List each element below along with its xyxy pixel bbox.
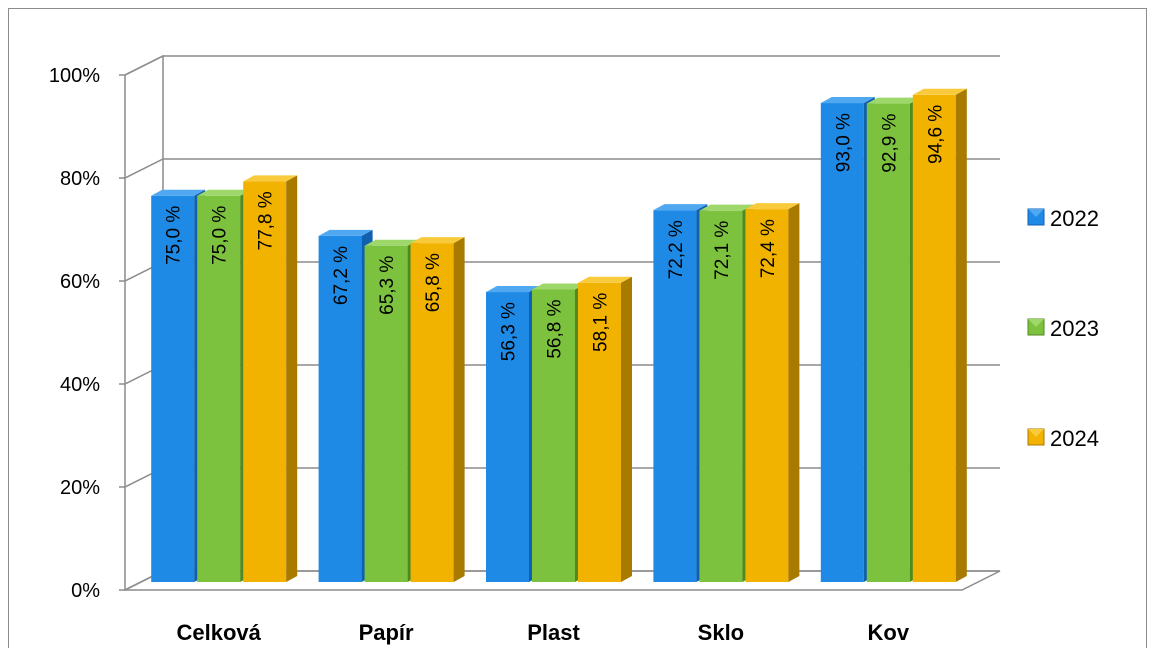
bar-2022-4: 93,0 %	[820, 97, 875, 583]
bar-top	[243, 175, 298, 182]
data-label: 75,0 %	[210, 206, 231, 265]
bar-side	[955, 88, 967, 582]
bar-2024-1: 65,8 %	[410, 237, 465, 582]
bar-front	[653, 210, 697, 583]
bar-2022-1: 67,2 %	[318, 229, 373, 583]
bar-front	[410, 243, 454, 582]
bar-top	[578, 276, 632, 283]
bar-top	[699, 204, 754, 211]
data-label: 92,9 %	[879, 113, 900, 172]
bar-top	[745, 203, 800, 210]
bar-front	[151, 195, 195, 582]
bar-front	[243, 181, 287, 582]
bar-top	[151, 189, 206, 196]
bar-front	[699, 210, 743, 582]
data-label: 72,1 %	[712, 221, 733, 280]
x-category-label: Papír	[359, 620, 414, 645]
bar-2022-2: 56,3 %	[486, 286, 540, 582]
bar-side	[286, 175, 298, 582]
bar-2023-2: 56,8 %	[532, 283, 586, 582]
bar-front	[745, 209, 789, 582]
x-category-label: Sklo	[698, 620, 744, 645]
bar-front	[912, 94, 956, 582]
bar-top	[410, 237, 465, 244]
bar-front	[866, 103, 910, 582]
x-category-label: Celková	[177, 620, 262, 645]
data-label: 72,4 %	[758, 219, 779, 278]
bar-top	[197, 189, 252, 196]
bar-front	[532, 289, 575, 582]
data-label: 94,6 %	[925, 105, 946, 164]
bar-side	[453, 237, 465, 582]
bar-2023-1: 65,3 %	[364, 239, 419, 582]
bar-top	[820, 97, 875, 104]
bar-front	[197, 195, 241, 582]
y-axis-ticks: 0% 20% 40% 60% 80% 100%	[49, 65, 125, 602]
bar-top	[364, 239, 419, 246]
bar-2024-0: 77,8 %	[243, 175, 298, 582]
data-label: 65,3 %	[377, 256, 398, 315]
legend-item-2024: 2024	[1027, 426, 1099, 451]
data-label: 56,8 %	[545, 299, 566, 358]
y-tick-label: 100%	[49, 65, 100, 87]
y-tick-label: 80%	[60, 168, 100, 190]
legend-label: 2024	[1050, 426, 1099, 451]
bar-top	[532, 283, 586, 290]
x-category-label: Kov	[868, 620, 910, 645]
bar-2023-0: 75,0 %	[197, 189, 252, 582]
bar-side	[621, 276, 632, 582]
y-tick-label: 20%	[60, 477, 100, 499]
bar-top	[486, 286, 540, 293]
legend-swatch-highlight	[1028, 209, 1044, 217]
data-label: 56,3 %	[499, 302, 520, 361]
legend-label: 2023	[1050, 316, 1099, 341]
y-tick-label: 40%	[60, 374, 100, 396]
bar-2024-2: 58,1 %	[578, 276, 632, 582]
bar-front	[318, 235, 362, 583]
bar-front	[578, 282, 621, 582]
bar-top	[653, 204, 708, 211]
bar-front	[486, 292, 529, 582]
data-label: 72,2 %	[666, 220, 687, 279]
bars: 75,0 % 75,0 % 77,8 % 67,2 % 65,3 % 65,8 % 56,3…	[151, 88, 967, 583]
y-tick-label: 0%	[71, 580, 100, 602]
x-category-label: Plast	[527, 620, 580, 645]
bar-2024-4: 94,6 %	[912, 88, 967, 582]
bar-2023-4: 92,9 %	[866, 97, 921, 582]
data-label: 58,1 %	[591, 293, 612, 352]
bar-top	[866, 97, 921, 104]
bar-front	[820, 103, 864, 583]
legend-swatch-highlight	[1028, 429, 1044, 437]
bar-side	[788, 203, 800, 582]
bar-top	[912, 88, 967, 95]
data-label: 77,8 %	[256, 191, 277, 250]
gridline	[124, 55, 1000, 76]
legend: 2022 2023 2024	[1027, 206, 1099, 451]
bar-2024-3: 72,4 %	[745, 203, 800, 582]
legend-item-2022: 2022	[1027, 206, 1099, 231]
gridline	[124, 158, 1000, 179]
x-axis-labels: Celková Papír Plast Sklo Kov	[177, 620, 910, 645]
legend-swatch-highlight	[1028, 319, 1044, 327]
data-label: 75,0 %	[164, 206, 185, 265]
bar-top	[318, 229, 373, 236]
bar-2022-0: 75,0 %	[151, 189, 206, 582]
bar-2023-3: 72,1 %	[699, 204, 754, 582]
legend-label: 2022	[1050, 206, 1099, 231]
bar-front	[364, 245, 408, 582]
data-label: 65,8 %	[423, 253, 444, 312]
data-label: 67,2 %	[331, 246, 352, 305]
bar-2022-3: 72,2 %	[653, 204, 708, 583]
y-tick-label: 60%	[60, 271, 100, 293]
legend-item-2023: 2023	[1027, 316, 1099, 341]
data-label: 93,0 %	[833, 113, 854, 172]
